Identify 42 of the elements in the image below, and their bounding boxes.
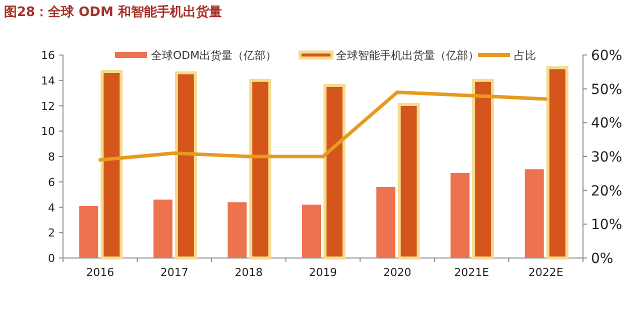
x-tick-label: 2020	[383, 266, 412, 279]
chart-title: 图28：全球 ODM 和智能手机出货量	[4, 4, 222, 20]
y-tick-label: 4	[48, 201, 55, 214]
bar	[79, 206, 98, 258]
x-tick-label: 2021E	[454, 266, 490, 279]
y-tick-label: 0	[48, 252, 55, 265]
x-tick-label: 2022E	[528, 266, 564, 279]
y2-tick-label: 20%	[591, 183, 622, 200]
y-tick-label: 2	[48, 226, 55, 240]
legend-label: 全球智能手机出货量（亿部）	[336, 49, 479, 62]
bar	[472, 78, 494, 260]
bar	[100, 70, 123, 260]
bar	[450, 172, 470, 258]
x-tick-label: 2019	[309, 266, 337, 279]
y-tick-label: 10	[41, 125, 55, 138]
x-tick-label: 2017	[160, 266, 188, 279]
y2-tick-label: 60%	[591, 48, 622, 64]
bar	[324, 84, 346, 260]
bar	[174, 71, 197, 260]
x-tick-label: 2018	[234, 266, 263, 279]
y-tick-label: 8	[48, 150, 55, 164]
y2-tick-label: 50%	[591, 82, 622, 98]
bar	[302, 204, 321, 258]
y-tick-label: 12	[41, 100, 55, 113]
y-tick-label: 6	[48, 176, 55, 189]
bar	[546, 66, 568, 260]
bar	[398, 102, 420, 260]
y2-tick-label: 40%	[591, 116, 622, 132]
bar	[249, 78, 272, 260]
bar	[524, 169, 544, 258]
bar	[376, 186, 396, 258]
y-tick-label: 16	[41, 49, 55, 62]
legend-label: 占比	[514, 49, 536, 62]
bar	[228, 202, 247, 258]
y2-tick-label: 30%	[591, 150, 622, 166]
y-tick-label: 14	[41, 74, 55, 88]
bar	[153, 200, 172, 258]
y2-tick-label: 0%	[591, 251, 614, 267]
legend-label: 全球ODM出货量（亿部）	[151, 49, 277, 62]
line-series	[98, 90, 548, 162]
y2-tick-label: 10%	[591, 217, 622, 234]
x-tick-label: 2016	[86, 266, 114, 279]
